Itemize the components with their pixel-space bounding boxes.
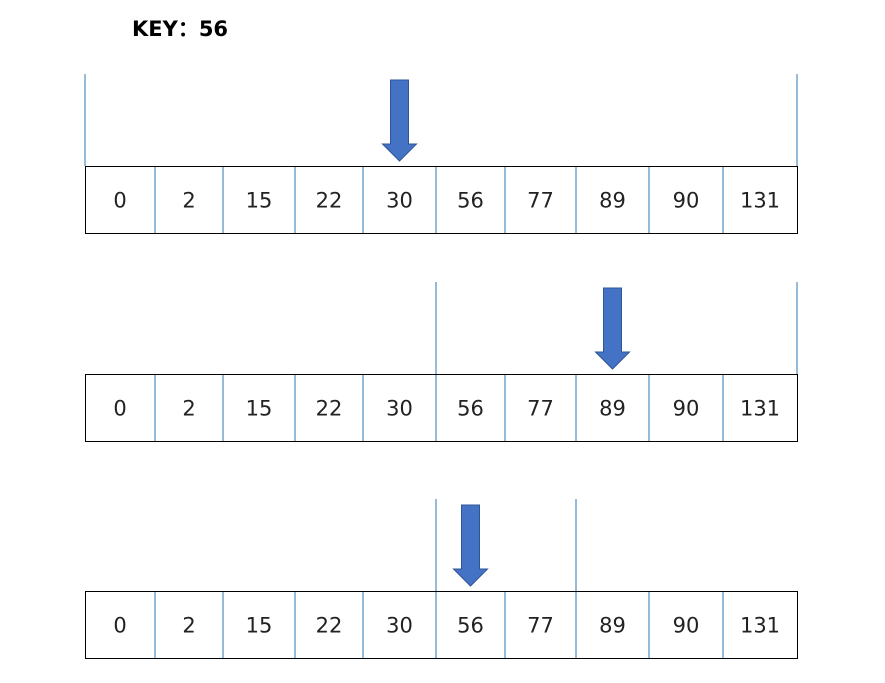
array-cell-value: 15 bbox=[246, 397, 273, 421]
array-cell-value: 89 bbox=[599, 614, 626, 638]
array-cell-value: 30 bbox=[386, 614, 413, 638]
array-cell-value: 2 bbox=[182, 189, 195, 213]
array-cell-value: 0 bbox=[113, 397, 126, 421]
key-label: KEY：56 bbox=[132, 17, 229, 41]
array-cell-value: 30 bbox=[386, 397, 413, 421]
array-cell-value: 0 bbox=[113, 189, 126, 213]
array-cell-value: 90 bbox=[673, 614, 700, 638]
array-cell-value: 0 bbox=[113, 614, 126, 638]
array-cell-value: 89 bbox=[599, 189, 626, 213]
array-cell-value: 15 bbox=[246, 614, 273, 638]
array-cell-value: 30 bbox=[386, 189, 413, 213]
array-box bbox=[85, 591, 798, 659]
array-cell-value: 56 bbox=[457, 189, 484, 213]
array-cell-value: 22 bbox=[316, 189, 343, 213]
array-cell-value: 56 bbox=[457, 397, 484, 421]
array-cell-value: 22 bbox=[316, 397, 343, 421]
array-cell-value: 131 bbox=[740, 614, 780, 638]
array-cell-value: 131 bbox=[740, 189, 780, 213]
mid-arrow-icon bbox=[381, 79, 418, 162]
search-step: 0 2 15 22 30 56 77 89 90 131 bbox=[85, 282, 798, 442]
array-cell-value: 2 bbox=[182, 614, 195, 638]
array-cell-value: 15 bbox=[246, 189, 273, 213]
array-box bbox=[85, 166, 798, 234]
array-cell-value: 90 bbox=[673, 397, 700, 421]
array-cell-value: 22 bbox=[316, 614, 343, 638]
array-cell-value: 89 bbox=[599, 397, 626, 421]
array-cell-value: 77 bbox=[527, 614, 554, 638]
array-cell-value: 90 bbox=[673, 189, 700, 213]
array-cell-value: 77 bbox=[527, 397, 554, 421]
array-cell-value: 56 bbox=[457, 614, 484, 638]
array-cell-value: 131 bbox=[740, 397, 780, 421]
array-cell-value: 2 bbox=[182, 397, 195, 421]
mid-arrow-icon bbox=[594, 287, 631, 370]
array-cell-value: 77 bbox=[527, 189, 554, 213]
search-step: 0 2 15 22 30 56 77 89 90 131 bbox=[85, 499, 798, 659]
array-box bbox=[85, 374, 798, 442]
search-step: 0 2 15 22 30 56 77 89 90 131 bbox=[84, 74, 798, 234]
mid-arrow-icon bbox=[452, 504, 489, 587]
